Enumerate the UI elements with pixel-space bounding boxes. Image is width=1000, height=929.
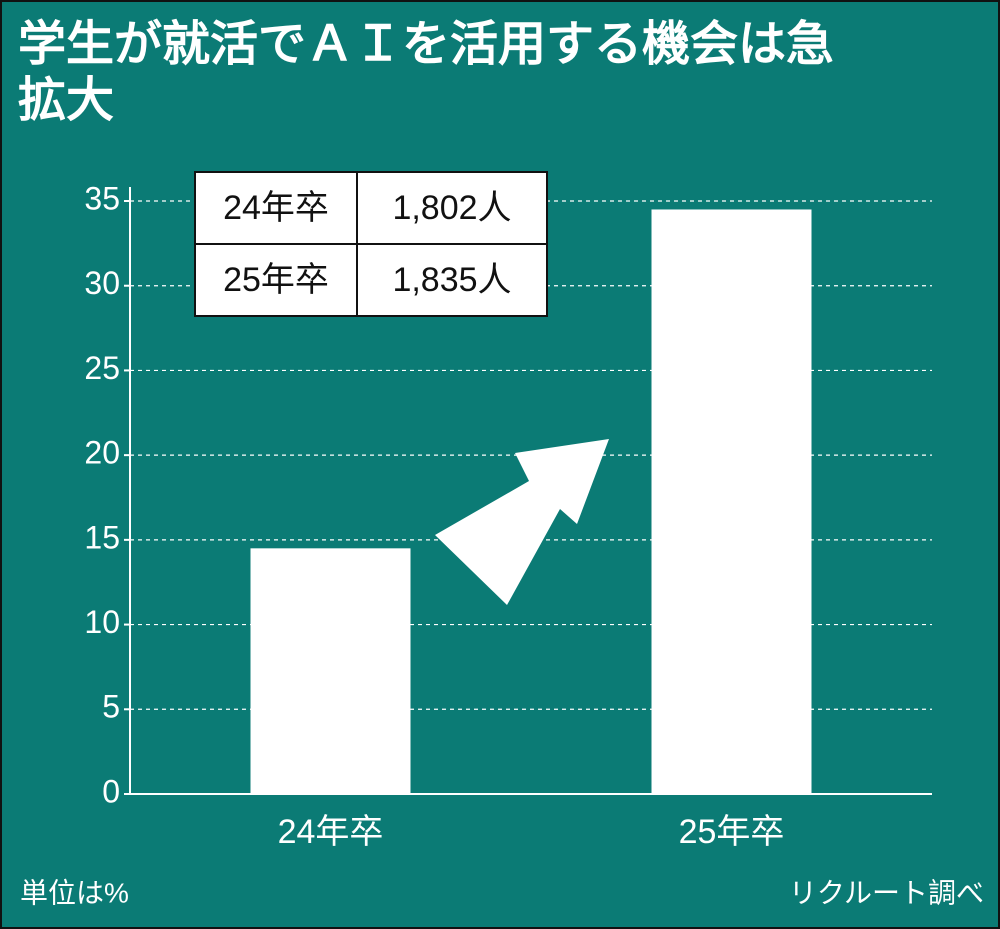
table-text: 24年卒 bbox=[223, 189, 329, 227]
bar bbox=[250, 548, 411, 794]
y-tick-label: 15 bbox=[84, 519, 120, 555]
source: リクルート調べ bbox=[789, 877, 984, 908]
table-text: 1,835人 bbox=[392, 261, 511, 299]
chart-title: 学生が就活でＡＩを活用する機会は急拡大 bbox=[18, 16, 835, 128]
table-cell bbox=[356, 243, 548, 317]
x-tick-label: 24年卒 bbox=[278, 813, 384, 851]
arrow bbox=[435, 439, 609, 605]
unit-note: 単位は% bbox=[20, 877, 129, 908]
y-tick-label: 0 bbox=[102, 773, 120, 809]
x-tick-label: 25年卒 bbox=[679, 813, 785, 851]
y-tick-label: 20 bbox=[84, 435, 120, 471]
y-tick-label: 35 bbox=[84, 180, 120, 216]
bar bbox=[651, 209, 812, 794]
table-text: 1,802人 bbox=[392, 189, 511, 227]
table-cell bbox=[356, 171, 548, 245]
y-tick-label: 30 bbox=[84, 265, 120, 301]
table-text: 25年卒 bbox=[223, 261, 329, 299]
y-tick-label: 5 bbox=[102, 689, 120, 725]
y-tick-label: 10 bbox=[84, 604, 120, 640]
y-tick-label: 25 bbox=[84, 350, 120, 386]
